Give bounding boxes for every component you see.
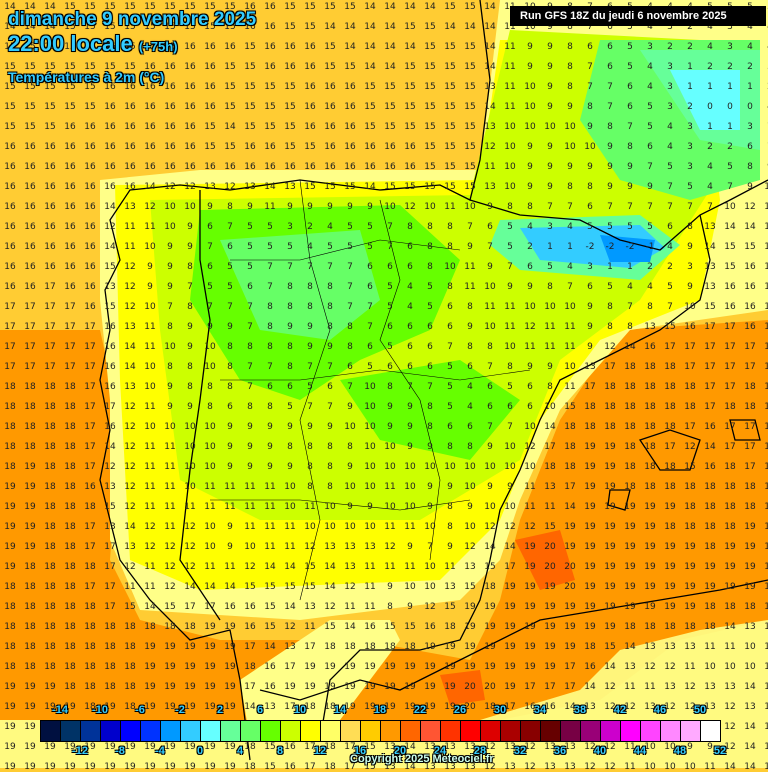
legend-label-bottom: -12 xyxy=(72,745,88,757)
legend-swatch xyxy=(321,721,341,741)
legend-label-top: 14 xyxy=(333,704,347,716)
legend-label-top: 30 xyxy=(493,704,507,716)
legend-label-top: 2 xyxy=(216,704,224,716)
legend-label-bottom: 32 xyxy=(513,745,527,757)
legend-swatch xyxy=(601,721,621,741)
legend-swatch xyxy=(101,721,121,741)
legend-swatch xyxy=(61,721,81,741)
legend-label-top: 26 xyxy=(453,704,467,716)
legend-swatch xyxy=(361,721,381,741)
legend-label-bottom: 4 xyxy=(236,745,244,757)
legend-swatch xyxy=(681,721,701,741)
legend-swatch xyxy=(461,721,481,741)
legend-label-top: 22 xyxy=(413,704,427,716)
legend-swatch xyxy=(221,721,241,741)
legend-swatch xyxy=(41,721,61,741)
legend-swatch xyxy=(621,721,641,741)
legend-label-bottom: 44 xyxy=(633,745,647,757)
legend-label-bottom: 20 xyxy=(393,745,407,757)
legend-swatch xyxy=(641,721,661,741)
legend-label-bottom: -4 xyxy=(155,745,165,757)
legend-swatch xyxy=(401,721,421,741)
legend-label-top: -10 xyxy=(92,704,108,716)
legend-label-bottom: -8 xyxy=(115,745,125,757)
legend-swatch xyxy=(441,721,461,741)
legend-label-top: 42 xyxy=(613,704,627,716)
legend-label-top: -6 xyxy=(135,704,145,716)
legend-swatch xyxy=(501,721,521,741)
legend-label-top: 6 xyxy=(256,704,264,716)
legend-swatch xyxy=(141,721,161,741)
legend-swatch xyxy=(381,721,401,741)
legend-label-bottom: 40 xyxy=(593,745,607,757)
legend-label-bottom: 28 xyxy=(473,745,487,757)
legend-label-bottom: 24 xyxy=(433,745,447,757)
legend-label-top: 46 xyxy=(653,704,667,716)
legend-label-top: 18 xyxy=(373,704,387,716)
legend-swatch xyxy=(521,721,541,741)
legend-swatch xyxy=(281,721,301,741)
legend-label-top: -14 xyxy=(52,704,68,716)
legend-label-bottom: 36 xyxy=(553,745,567,757)
legend-swatch xyxy=(261,721,281,741)
legend-label-bottom: 52 xyxy=(713,745,727,757)
legend-label-bottom: 0 xyxy=(196,745,204,757)
legend-label-top: 34 xyxy=(533,704,547,716)
legend-label-bottom: 48 xyxy=(673,745,687,757)
legend-swatch xyxy=(201,721,221,741)
color-scale-legend xyxy=(40,720,721,742)
legend-swatch xyxy=(481,721,501,741)
forecast-lead-time: (+75h) xyxy=(138,39,178,54)
legend-swatch xyxy=(121,721,141,741)
legend-swatch xyxy=(81,721,101,741)
legend-swatch xyxy=(301,721,321,741)
legend-swatch xyxy=(181,721,201,741)
forecast-time: 22:00 locale (+75h) xyxy=(8,31,178,57)
legend-swatch xyxy=(161,721,181,741)
legend-swatch xyxy=(561,721,581,741)
legend-label-top: -2 xyxy=(175,704,185,716)
legend-swatch xyxy=(341,721,361,741)
legend-label-bottom: 12 xyxy=(313,745,327,757)
legend-label-top: 10 xyxy=(293,704,307,716)
legend-swatch xyxy=(541,721,561,741)
forecast-local-time: 22:00 locale xyxy=(8,31,133,56)
legend-swatch xyxy=(701,721,720,741)
copyright: Copyright 2025 Meteociel.fr xyxy=(350,753,494,765)
legend-swatch xyxy=(421,721,441,741)
legend-label-top: 50 xyxy=(693,704,707,716)
legend-swatch xyxy=(661,721,681,741)
legend-label-bottom: 16 xyxy=(353,745,367,757)
legend-label-top: 38 xyxy=(573,704,587,716)
forecast-date: dimanche 9 novembre 2025 xyxy=(8,9,257,30)
model-run-label: Run GFS 18Z du jeudi 6 novembre 2025 xyxy=(510,6,766,26)
variable-title: Températures à 2m (°C) xyxy=(8,69,165,85)
legend-label-bottom: 8 xyxy=(276,745,284,757)
legend-swatch xyxy=(581,721,601,741)
legend-swatch xyxy=(241,721,261,741)
